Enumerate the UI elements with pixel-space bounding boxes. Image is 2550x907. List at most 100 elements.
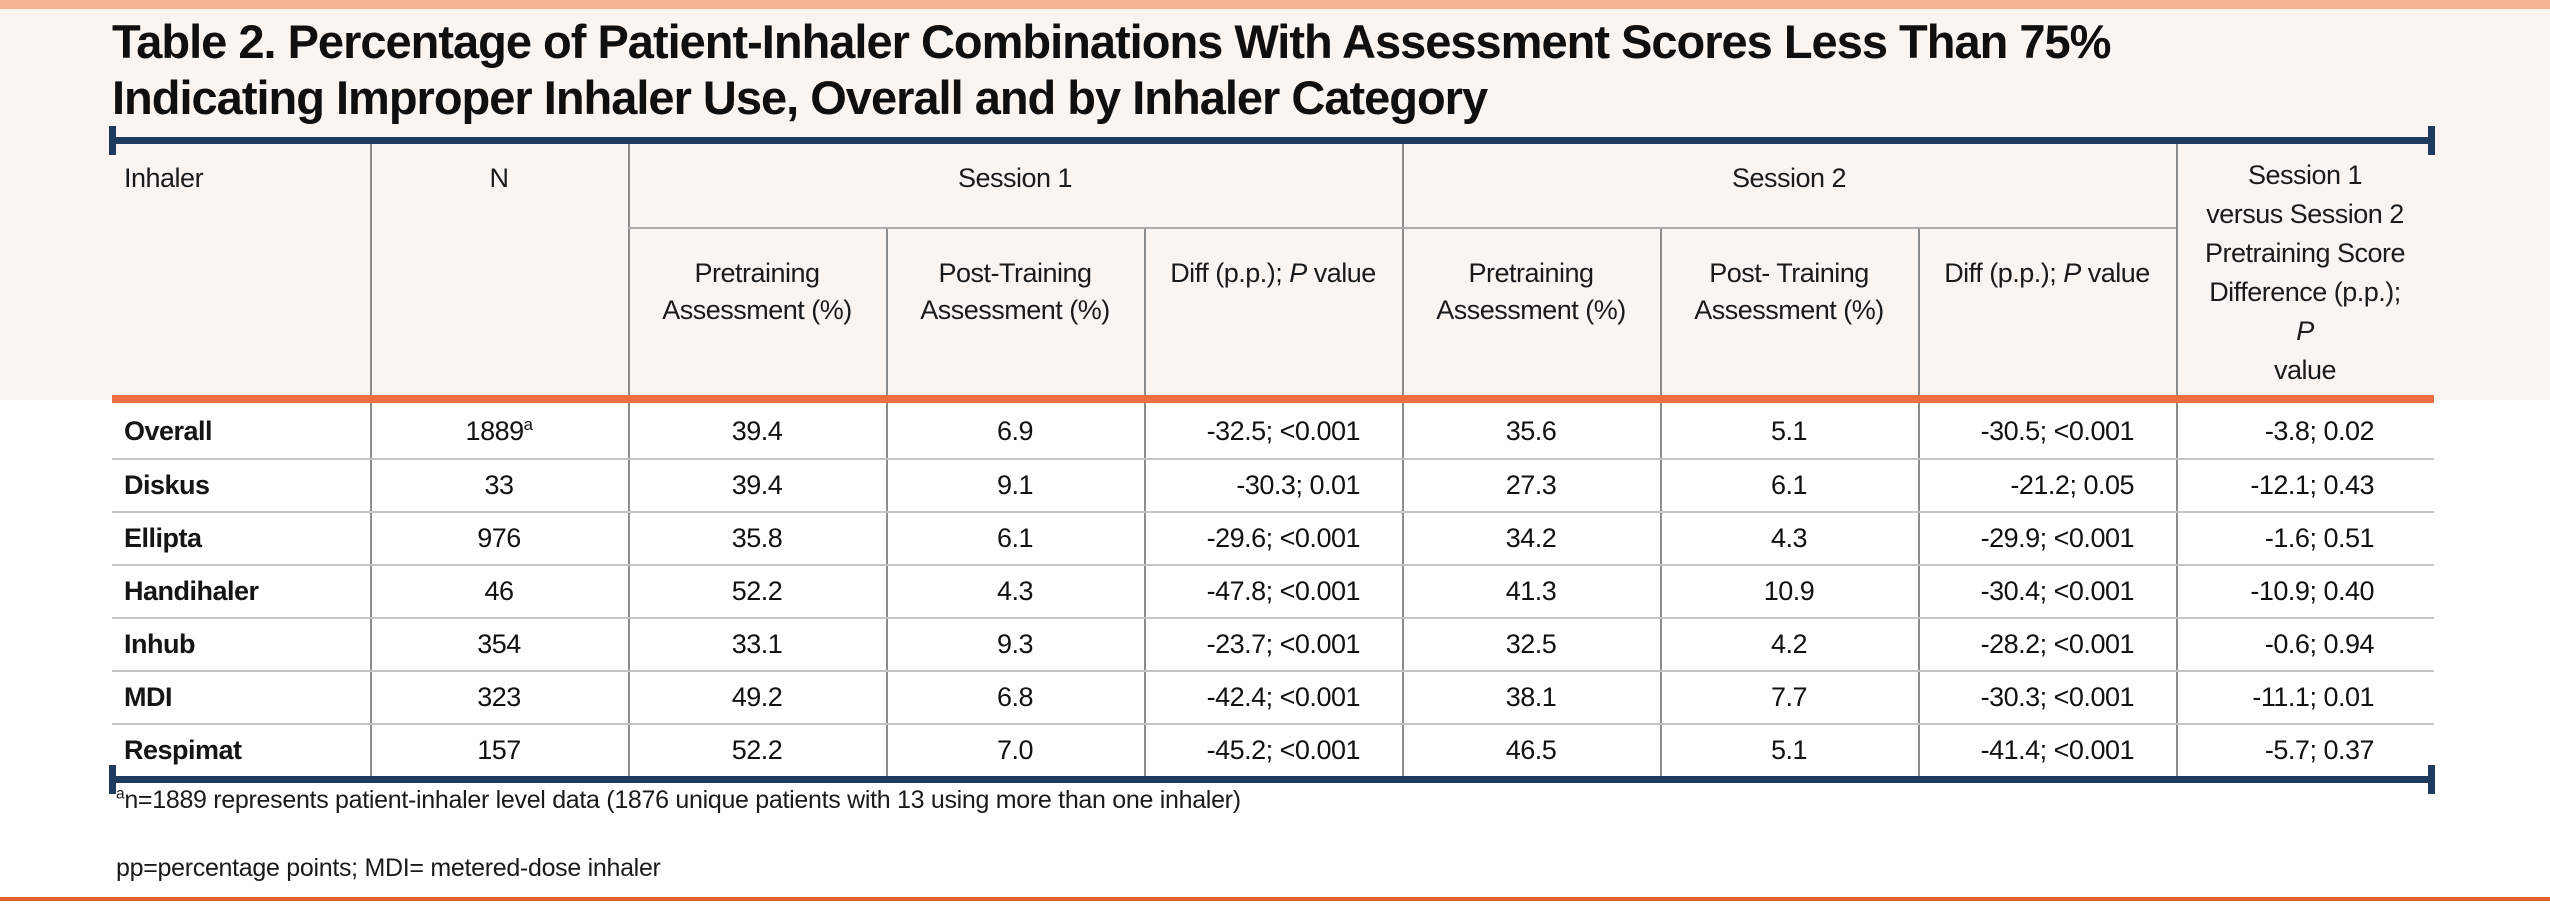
diff-label-suffix: value [1306,258,1377,288]
cell-s1-vs-s2: -5.7; 0.37 [2176,723,2434,776]
cell-n: 354 [370,617,628,670]
cell-s1-posttraining: 6.1 [886,511,1144,564]
cell-s2-posttraining: 5.1 [1660,723,1918,776]
cell-s1-posttraining: 9.1 [886,458,1144,511]
cell-s2-diff: -30.4; <0.001 [1918,564,2176,617]
cell-s2-diff: -30.5; <0.001 [1980,416,2135,446]
cell-s1-vs-s2: -3.8; 0.02 [2264,416,2375,446]
session2-underline [1402,227,2176,229]
cell-inhaler: Respimat [112,723,370,776]
header-s2-diff: Diff (p.p.); P value [1918,255,2176,397]
cell-inhaler: Diskus [112,458,370,511]
cell-s1-diff: -47.8; <0.001 [1144,564,1402,617]
cell-inhaler: Inhub [112,617,370,670]
column-line-3 [886,227,888,776]
table-top-left-cap [109,126,116,155]
footnote-abbreviations: pp=percentage points; MDI= metered-dose … [116,854,661,882]
s1-vs-s2-line: Difference (p.p.); [2209,277,2401,307]
s1-vs-s2-line: Pretraining Score [2204,238,2406,268]
column-line-2 [628,144,630,776]
cell-s1-pretraining: 52.2 [628,564,886,617]
cell-s1-pretraining: 35.8 [628,511,886,564]
header-s1-diff: Diff (p.p.); P value [1144,255,1402,397]
cell-s1-diff: -29.6; <0.001 [1144,511,1402,564]
cell-s1-pretraining: 39.4 [731,416,783,446]
page-title: Table 2. Percentage of Patient-Inhaler C… [112,14,2452,127]
cell-s1-diff: -45.2; <0.001 [1144,723,1402,776]
cell-s2-pretraining: 35.6 [1505,416,1557,446]
s1-vs-s2-line: versus Session 2 [2206,199,2404,229]
cell-n: 323 [370,670,628,723]
cell-s1-posttraining: 7.0 [886,723,1144,776]
header-body-divider [112,395,2434,403]
table-top-right-cap [2428,126,2435,155]
cell-s1-diff: -23.7; <0.001 [1144,617,1402,670]
top-accent-bar [0,0,2550,9]
cell-s1-posttraining: 6.9 [996,416,1034,446]
cell-s2-posttraining: 7.7 [1660,670,1918,723]
diff-label-prefix: Diff (p.p.); [1944,258,2064,288]
header-inhaler: Inhaler [124,163,204,193]
cell-inhaler: Handihaler [112,564,370,617]
cell-s2-pretraining: 46.5 [1402,723,1660,776]
column-line-8 [2176,144,2178,776]
column-line-6 [1660,227,1662,776]
cell-n: 157 [370,723,628,776]
cell-n: 46 [370,564,628,617]
cell-n: 33 [370,458,628,511]
cell-s1-diff: -32.5; <0.001 [1206,416,1361,446]
column-line-1 [370,144,372,776]
cell-n: 976 [370,511,628,564]
p-value-suffix: value [2273,355,2337,385]
cell-inhaler: MDI [112,670,370,723]
cell-s2-diff: -30.3; <0.001 [1918,670,2176,723]
cell-inhaler: Overall [124,416,213,446]
cell-s1-diff: -30.3; 0.01 [1144,458,1402,511]
footnote-a-text: n=1889 represents patient-inhaler level … [124,786,1241,814]
cell-s2-diff: -29.9; <0.001 [1918,511,2176,564]
cell-s1-vs-s2: -1.6; 0.51 [2176,511,2434,564]
cell-s1-pretraining: 49.2 [628,670,886,723]
table-bottom-left-cap [109,765,116,794]
cell-s2-pretraining: 38.1 [1402,670,1660,723]
cell-s1-diff: -42.4; <0.001 [1144,670,1402,723]
cell-s1-pretraining: 39.4 [628,458,886,511]
p-value-italic: P [1289,258,1307,288]
cell-inhaler: Ellipta [112,511,370,564]
header-s2-posttraining: Post- Training Assessment (%) [1694,258,1884,325]
cell-s1-vs-s2: -10.9; 0.40 [2176,564,2434,617]
p-value-italic: P [2063,258,2081,288]
header-background-band [0,9,2550,400]
cell-s2-pretraining: 32.5 [1402,617,1660,670]
cell-s2-posttraining: 4.2 [1660,617,1918,670]
table-bottom-rule [112,776,2434,783]
title-line-2: Indicating Improper Inhaler Use, Overall… [112,71,1488,125]
n-superscript: a [523,415,533,434]
cell-s2-diff: -21.2; 0.05 [1918,458,2176,511]
table-body: Overall 1889a 39.4 6.9 -32.5; <0.001 35.6 5.1-… [112,405,2434,776]
session1-underline [628,227,1402,229]
table-top-rule [112,137,2434,144]
footnote-a-marker: a [116,785,125,803]
column-line-4 [1144,227,1146,776]
header-s1-vs-s2: Session 1 versus Session 2 Pretraining S… [2176,156,2434,390]
cell-s2-posttraining: 5.1 [1770,416,1808,446]
cell-s2-posttraining: 4.3 [1660,511,1918,564]
cell-s1-vs-s2: -11.1; 0.01 [2176,670,2434,723]
diff-label-prefix: Diff (p.p.); [1170,258,1290,288]
header-s1-pretraining: Pretraining Assessment (%) [662,258,852,325]
s1-vs-s2-line: Session 1 [2247,160,2363,190]
cell-s1-posttraining: 4.3 [886,564,1144,617]
header-session2: Session 2 [1731,163,1847,193]
cell-s1-pretraining: 33.1 [628,617,886,670]
p-value-italic: P [2296,316,2314,346]
header-n: N [489,163,510,193]
column-line-7 [1918,227,1920,776]
cell-s2-pretraining: 34.2 [1402,511,1660,564]
cell-s2-diff: -28.2; <0.001 [1918,617,2176,670]
cell-s1-vs-s2: -0.6; 0.94 [2176,617,2434,670]
header-session1: Session 1 [957,163,1073,193]
cell-s1-vs-s2: -12.1; 0.43 [2176,458,2434,511]
column-line-5 [1402,144,1404,776]
